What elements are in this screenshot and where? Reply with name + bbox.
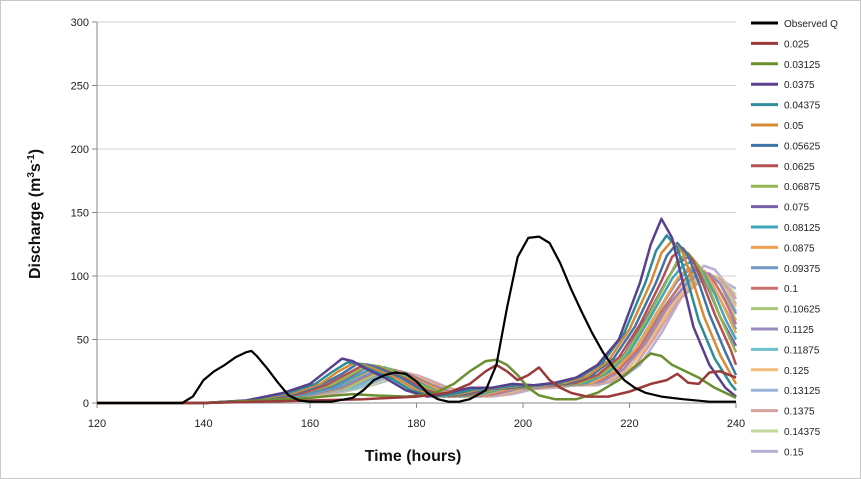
legend-label: 0.0375 bbox=[784, 80, 815, 91]
y-tick-labels: 0 50 100 150 200 250 300 bbox=[71, 17, 89, 410]
x-tick-label: 240 bbox=[727, 418, 745, 430]
legend-label: 0.09375 bbox=[784, 264, 821, 275]
y-axis-title-end: ) bbox=[27, 149, 44, 154]
y-tick-label: 100 bbox=[71, 271, 89, 283]
legend-label: 0.11875 bbox=[784, 345, 820, 356]
series-line-observed bbox=[97, 235, 736, 405]
legend-label: 0.1125 bbox=[784, 325, 814, 336]
legend-label: 0.0875 bbox=[784, 243, 815, 254]
x-tick-label: 120 bbox=[88, 418, 106, 430]
gridlines bbox=[97, 21, 736, 340]
y-tick-label: 250 bbox=[71, 81, 89, 93]
series-line-0.04375 bbox=[97, 234, 737, 405]
legend-label: 0.08125 bbox=[784, 223, 821, 234]
legend-label: 0.05 bbox=[784, 121, 804, 132]
legend-label: 0.03125 bbox=[784, 60, 821, 71]
legend-label: 0.05625 bbox=[784, 141, 821, 152]
legend-label: 0.1375 bbox=[784, 407, 815, 418]
legend-label: 0.13125 bbox=[784, 386, 821, 397]
legend-label: 0.04375 bbox=[784, 101, 821, 112]
y-axis-title-sup2: -1 bbox=[26, 154, 37, 163]
y-tick-label: 50 bbox=[77, 335, 89, 347]
series-line-0.0375 bbox=[97, 217, 737, 405]
y-tick-label: 200 bbox=[71, 144, 89, 156]
legend-label: Observed Q bbox=[784, 19, 838, 30]
legend-label: 0.025 bbox=[784, 39, 809, 50]
x-tick-label: 200 bbox=[514, 418, 532, 430]
legend-label: 0.15 bbox=[784, 447, 804, 458]
legend: Observed Q 0.025 0.03125 0.0375 0.04375 0.05 0… bbox=[751, 19, 838, 458]
series-line-0.03125 bbox=[97, 352, 737, 405]
y-axis-title: Discharge (m3s-1) bbox=[26, 149, 44, 279]
x-tick-label: 220 bbox=[620, 418, 638, 430]
y-tick-label: 0 bbox=[83, 398, 89, 410]
y-axis-title-sup1: 3 bbox=[26, 172, 37, 178]
y-axis-title-mid: s bbox=[27, 163, 44, 172]
x-tick-label: 180 bbox=[407, 418, 425, 430]
series-lines bbox=[97, 217, 738, 405]
axes bbox=[92, 21, 737, 408]
legend-label: 0.075 bbox=[784, 203, 809, 214]
x-tick-labels: 120 140 160 180 200 220 240 bbox=[88, 418, 745, 430]
series-line-0.025 bbox=[97, 363, 737, 405]
legend-label: 0.14375 bbox=[784, 427, 821, 438]
legend-label: 0.1 bbox=[784, 284, 798, 295]
legend-label: 0.0625 bbox=[784, 162, 815, 173]
legend-label: 0.10625 bbox=[784, 305, 821, 316]
y-tick-label: 150 bbox=[71, 208, 89, 220]
legend-label: 0.125 bbox=[784, 366, 809, 377]
x-tick-label: 160 bbox=[301, 418, 319, 430]
y-tick-label: 300 bbox=[71, 17, 89, 29]
x-tick-label: 140 bbox=[194, 418, 212, 430]
y-axis-title-main: Discharge (m bbox=[27, 178, 44, 279]
legend-label: 0.06875 bbox=[784, 182, 821, 193]
x-axis-title: Time (hours) bbox=[365, 448, 462, 465]
